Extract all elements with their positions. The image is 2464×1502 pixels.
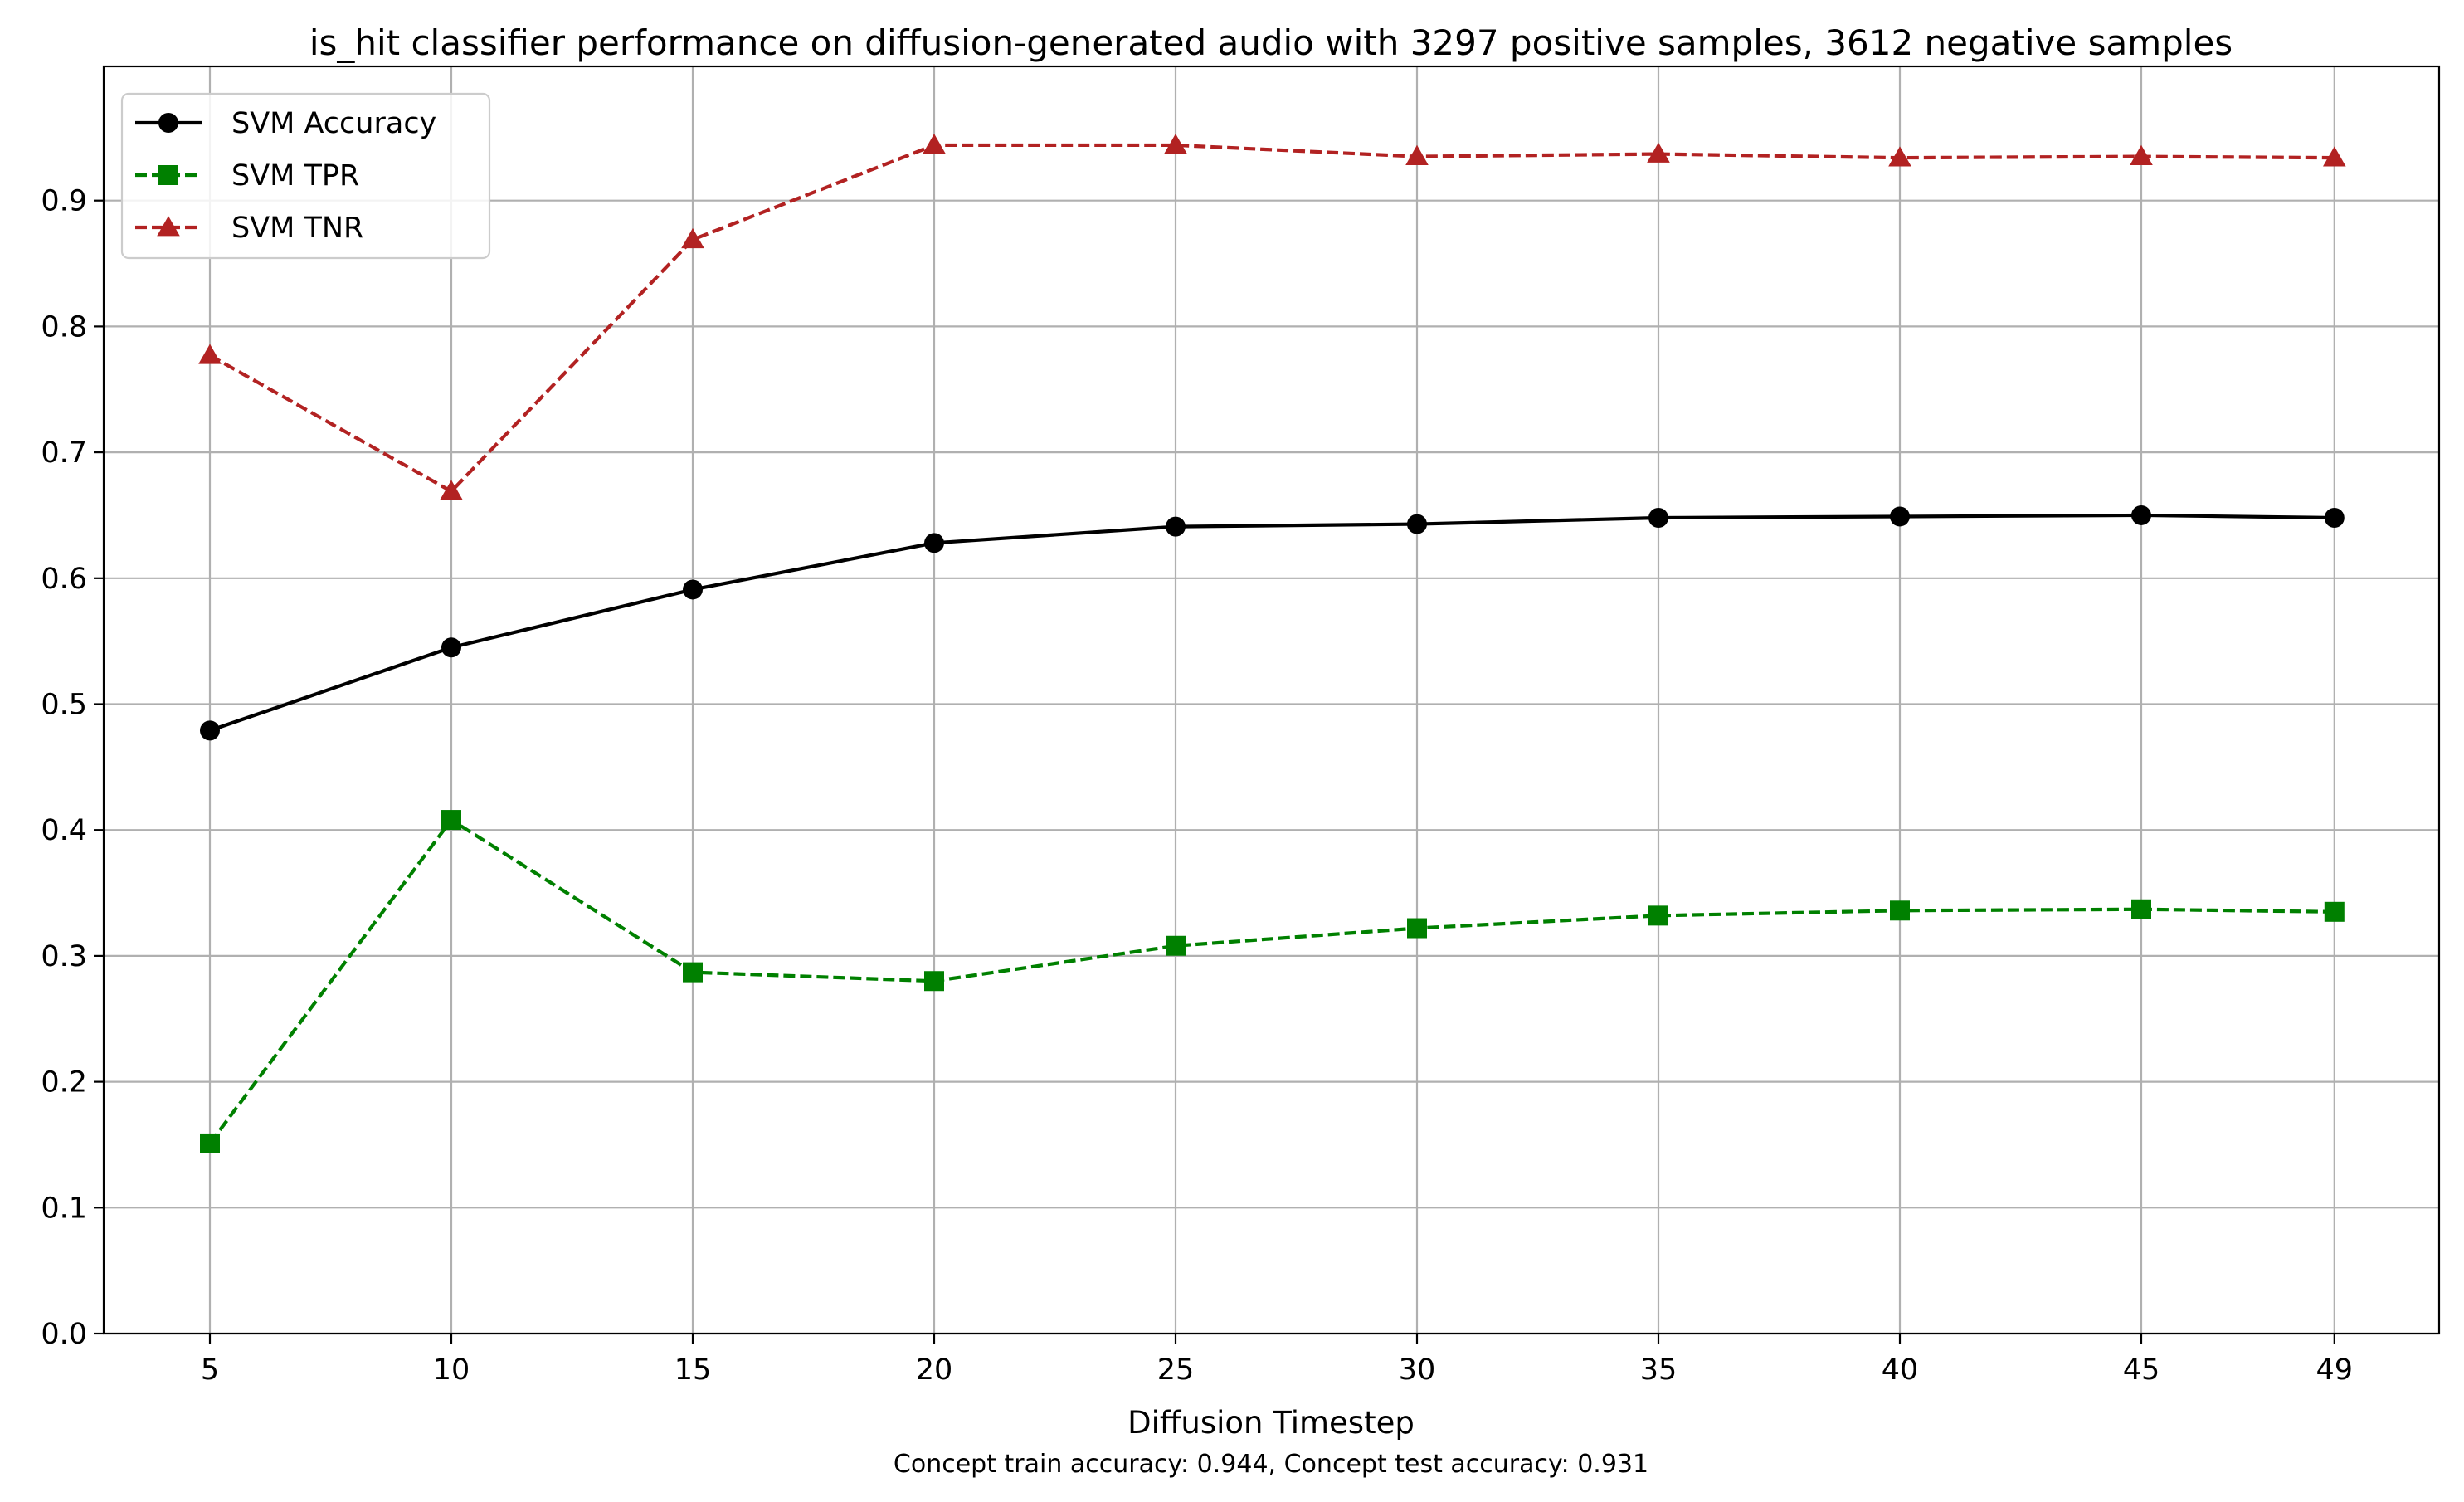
y-tick-label: 0.4 (41, 814, 87, 847)
data-series (198, 134, 2346, 1153)
x-tick-label: 5 (201, 1353, 219, 1387)
x-tick-label: 35 (1640, 1353, 1678, 1387)
y-tick-label: 0.7 (41, 436, 87, 470)
data-point-svm-tnr (198, 344, 222, 364)
chart-title: is_hit classifier performance on diffusi… (309, 22, 2233, 63)
data-point-svm-tpr (1648, 905, 1668, 926)
data-point-svm-tpr (683, 962, 703, 983)
y-tick-label: 0.1 (41, 1192, 87, 1225)
data-point-svm-accuracy (683, 579, 703, 600)
x-tick-label: 15 (674, 1353, 712, 1387)
x-tick-label: 20 (916, 1353, 953, 1387)
y-tick-label: 0.8 (41, 310, 87, 344)
y-tick-label: 0.3 (41, 940, 87, 973)
series-line-svm-accuracy (209, 513, 2335, 733)
y-tick-label: 0.0 (41, 1318, 87, 1351)
legend-label-svm-tpr: SVM TPR (231, 159, 359, 193)
data-point-svm-tpr (924, 971, 944, 992)
data-point-svm-tnr (923, 134, 946, 154)
y-tick-label: 0.6 (41, 563, 87, 596)
x-tick-label: 40 (1882, 1353, 1919, 1387)
x-tick-label: 49 (2316, 1353, 2354, 1387)
legend-marker-svm-accuracy (158, 113, 178, 133)
series-svm-tpr (200, 810, 2345, 1153)
y-tick-label: 0.5 (41, 689, 87, 722)
series-line-svm-tnr (208, 143, 2335, 494)
series-line-svm-tpr (208, 817, 2335, 1145)
data-point-svm-accuracy (1166, 516, 1186, 537)
data-point-svm-tnr (2130, 144, 2153, 165)
data-point-svm-tpr (2131, 899, 2151, 919)
x-tick-label: 25 (1157, 1353, 1195, 1387)
data-point-svm-accuracy (1648, 507, 1668, 528)
legend-marker-svm-tnr (157, 216, 180, 237)
data-point-svm-accuracy (1407, 514, 1427, 534)
data-point-svm-accuracy (924, 533, 944, 553)
data-point-svm-tnr (1647, 142, 1670, 163)
x-tick-label: 10 (433, 1353, 470, 1387)
data-point-svm-tnr (681, 227, 704, 249)
data-point-svm-tpr (2324, 901, 2345, 922)
data-point-svm-accuracy (200, 720, 220, 741)
x-tick-label: 30 (1399, 1353, 1436, 1387)
legend: SVM Accuracy SVM TPR SVM TNR (120, 92, 491, 260)
plot-frame (102, 65, 2441, 1335)
data-point-svm-tpr (441, 810, 461, 831)
series-svm-tnr (198, 134, 2346, 500)
data-point-svm-tnr (1405, 144, 1429, 165)
data-point-svm-accuracy (1890, 506, 1910, 527)
legend-box (120, 92, 491, 260)
data-point-svm-tnr (1888, 146, 1911, 167)
data-point-svm-tpr (1407, 918, 1427, 939)
axis-ticks: 0.0 0.1 0.2 0.3 0.4 0.5 0.6 0.7 0.8 0.9 5 10 15 20 25 3… (41, 185, 2353, 1387)
footnote-concept-accuracy: Concept train accuracy: 0.944, Concept t… (894, 1450, 1648, 1479)
series-svm-accuracy (200, 505, 2345, 741)
legend-marker-svm-tpr (158, 165, 178, 185)
data-point-svm-accuracy (2324, 507, 2345, 528)
x-tick-label: 45 (2123, 1353, 2160, 1387)
x-axis-label: Diffusion Timestep (1127, 1405, 1415, 1441)
data-point-svm-tnr (1164, 134, 1187, 154)
legend-label-svm-accuracy: SVM Accuracy (231, 107, 436, 140)
data-point-svm-tpr (200, 1133, 220, 1153)
y-tick-label: 0.9 (41, 185, 87, 218)
data-point-svm-tnr (440, 480, 463, 500)
y-tick-label: 0.2 (41, 1066, 87, 1100)
grid-lines (104, 66, 2439, 1335)
data-point-svm-accuracy (2131, 505, 2151, 525)
data-point-svm-tpr (1166, 935, 1186, 956)
data-point-svm-tpr (1890, 900, 1910, 921)
data-point-svm-tnr (2323, 146, 2346, 167)
legend-label-svm-tnr: SVM TNR (231, 212, 363, 245)
data-point-svm-accuracy (441, 637, 461, 658)
